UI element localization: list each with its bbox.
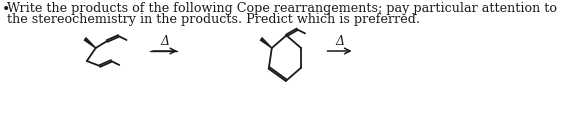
Polygon shape xyxy=(261,38,272,48)
Text: Write the products of the following Cope rearrangements; pay particular attentio: Write the products of the following Cope… xyxy=(8,2,557,15)
Text: •: • xyxy=(2,3,10,17)
Text: the stereochemistry in the products. Predict which is preferred.: the stereochemistry in the products. Pre… xyxy=(8,13,420,26)
Text: Δ: Δ xyxy=(161,35,169,48)
Polygon shape xyxy=(84,38,96,48)
Text: Δ: Δ xyxy=(335,35,344,48)
